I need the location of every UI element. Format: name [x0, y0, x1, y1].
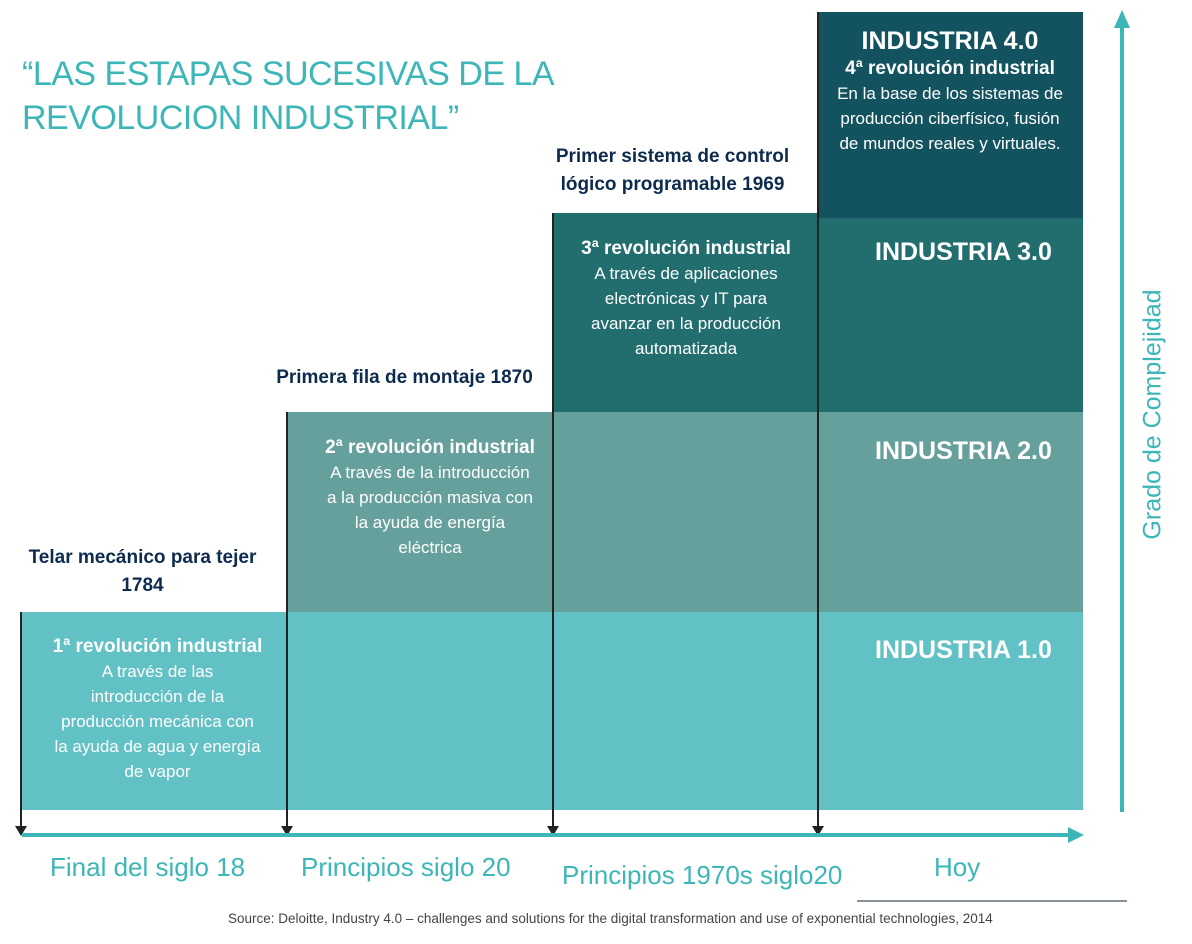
- period-label-3: Principios 1970s siglo20: [562, 860, 843, 890]
- label-industry-3: INDUSTRIA 3.0: [875, 238, 1052, 266]
- label-industry-2: INDUSTRIA 2.0: [875, 437, 1052, 465]
- diagram-title: “LAS ESTAPAS SUCESIVAS DE LA REVOLUCION …: [22, 55, 555, 137]
- period-label-4: Hoy: [934, 852, 981, 882]
- complexity-axis: [1120, 26, 1124, 812]
- band-industry-2: [288, 412, 1083, 612]
- period-label-2: Principios siglo 20: [301, 852, 511, 882]
- timeline-marker-1: [15, 612, 27, 836]
- stage-3-description: 3ª revolución industrial A través de apl…: [581, 238, 791, 358]
- milestone-1969: Primer sistema de control lógico programa…: [555, 146, 790, 195]
- source-citation: Source: Deloitte, Industry 4.0 – challen…: [228, 911, 993, 926]
- complexity-axis-arrow-icon: [1114, 10, 1130, 28]
- time-axis-arrow-icon: [1068, 827, 1084, 843]
- timeline-marker-3: [547, 213, 559, 836]
- label-industry-1: INDUSTRIA 1.0: [875, 636, 1052, 664]
- source-divider: [857, 900, 1127, 902]
- stage-4-description: INDUSTRIA 4.0 4ª revolución industrial E…: [837, 27, 1063, 153]
- band-industry-4: [817, 12, 1083, 218]
- stage-1-description: 1ª revolución industrial A través de las…: [52, 636, 263, 781]
- milestone-1870: Primera fila de montaje 1870: [276, 367, 533, 388]
- time-axis: [22, 833, 1072, 837]
- milestone-1784: Telar mecánico para tejer 1784: [28, 547, 257, 596]
- y-axis-label: Grado de Complejidad: [1138, 289, 1167, 540]
- stage-2-description: 2ª revolución industrial A través de la …: [325, 437, 535, 557]
- timeline-marker-2: [281, 412, 293, 836]
- period-label-1: Final del siglo 18: [50, 852, 246, 882]
- timeline-marker-4: [812, 12, 824, 836]
